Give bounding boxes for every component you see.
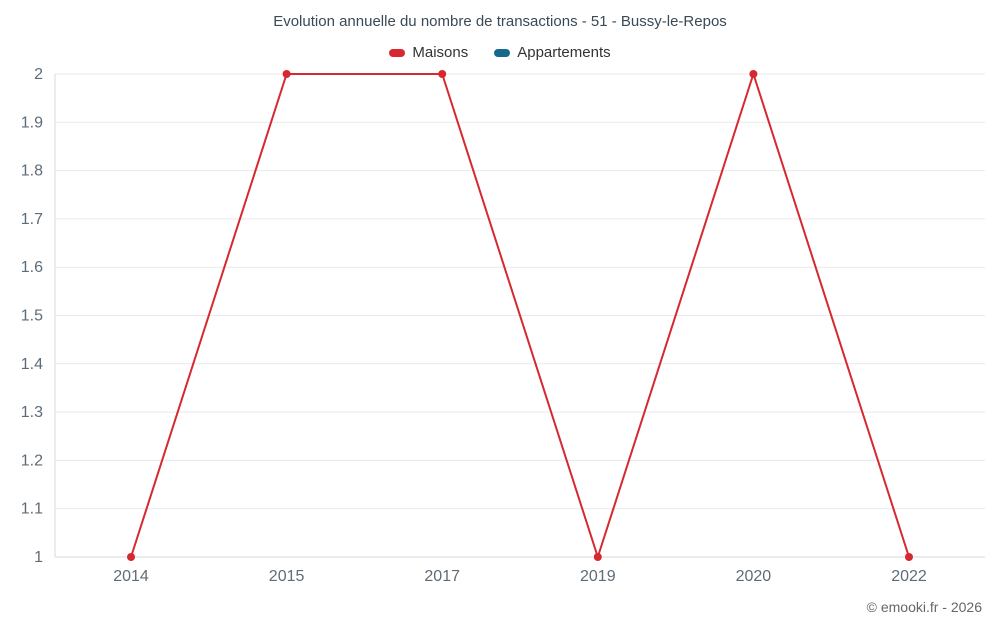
data-point[interactable]	[282, 70, 291, 78]
copyright-text: © emooki.fr - 2026	[866, 599, 982, 615]
data-point[interactable]	[749, 70, 758, 78]
maisons-legend-swatch-icon	[389, 48, 406, 57]
x-tick-label: 2014	[113, 568, 149, 585]
data-point[interactable]	[905, 553, 913, 561]
x-tick-label: 2022	[891, 568, 927, 585]
y-tick-label: 1.9	[21, 114, 43, 131]
x-tick-label: 2019	[580, 568, 616, 585]
data-point[interactable]	[593, 553, 602, 561]
y-tick-label: 1.5	[21, 308, 43, 325]
legend-item-maisons[interactable]: Maisons	[389, 44, 468, 61]
y-tick-label: 1.8	[21, 163, 43, 180]
appartements-legend-swatch-icon	[494, 48, 511, 57]
data-point[interactable]	[438, 70, 447, 78]
x-tick-label: 2020	[736, 568, 772, 585]
data-point[interactable]	[127, 553, 135, 561]
y-tick-label: 1.4	[21, 356, 43, 373]
y-tick-label: 1.6	[21, 259, 43, 276]
y-tick-label: 1.1	[21, 501, 43, 518]
legend-item-appartements[interactable]: Appartements	[494, 44, 611, 61]
chart-title: Evolution annuelle du nombre de transact…	[273, 13, 727, 30]
legend-label-maisons: Maisons	[412, 44, 469, 61]
y-tick-label: 1.7	[21, 211, 43, 228]
x-tick-label: 2017	[424, 568, 460, 585]
y-tick-label: 2	[34, 66, 43, 83]
y-tick-label: 1	[34, 549, 43, 566]
legend: Maisons Appartements	[0, 44, 1000, 61]
y-tick-label: 1.3	[21, 404, 43, 421]
legend-label-appartements: Appartements	[517, 44, 611, 61]
x-tick-label: 2015	[269, 568, 305, 585]
series-line-maisons	[130, 73, 910, 558]
y-tick-label: 1.2	[21, 452, 43, 469]
